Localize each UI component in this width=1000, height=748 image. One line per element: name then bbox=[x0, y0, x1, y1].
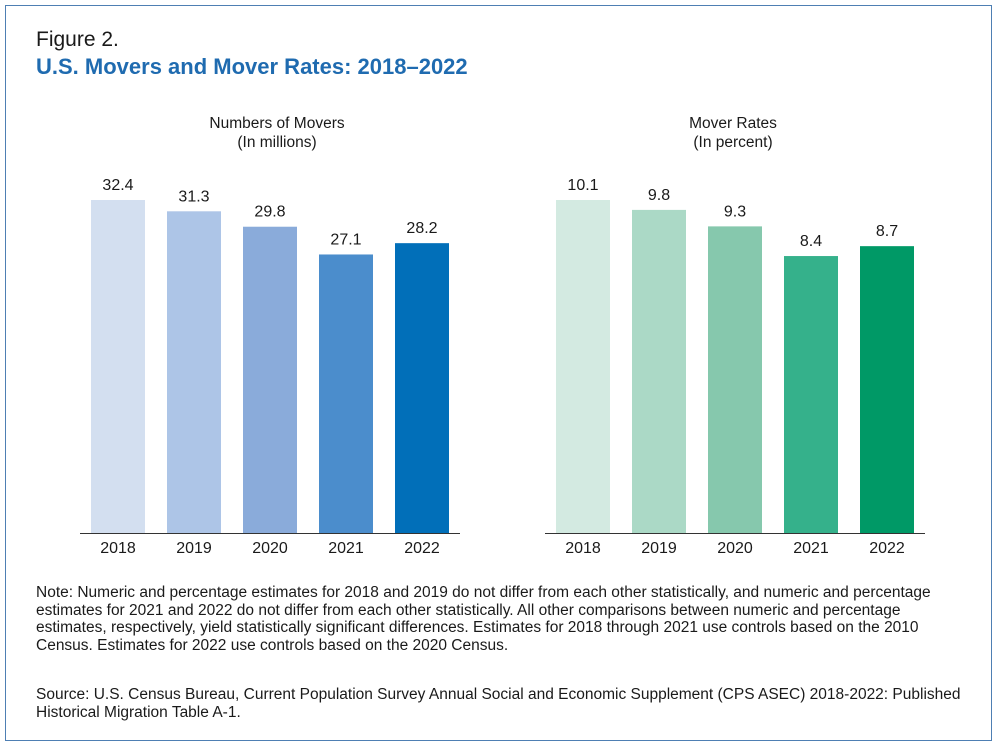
rates-bar-chart: 10.1 2018 9.8 2019 9.3 2020 8.4 2021 8.7 2022 bbox=[545, 177, 925, 557]
figure-source: Source: U.S. Census Bureau, Current Popu… bbox=[36, 686, 961, 721]
rates-chart-subtitle: (In percent) bbox=[693, 134, 772, 151]
rates-x-tick-2021: 2021 bbox=[793, 540, 829, 557]
movers-chart-title: Numbers of Movers bbox=[209, 115, 344, 132]
movers-x-tick-2020: 2020 bbox=[252, 540, 288, 557]
movers-value-label-2020: 29.8 bbox=[254, 204, 285, 221]
rates-bar-2022 bbox=[860, 246, 914, 533]
movers-x-tick-2018: 2018 bbox=[100, 540, 136, 557]
rates-value-label-2019: 9.8 bbox=[648, 187, 670, 204]
rates-bar-2019 bbox=[632, 209, 686, 533]
rates-bar-2020 bbox=[708, 226, 762, 534]
figure-note: Note: Numeric and percentage estimates f… bbox=[36, 584, 931, 654]
movers-x-tick-2022: 2022 bbox=[404, 540, 440, 557]
figure-frame bbox=[5, 5, 992, 741]
movers-x-tick-2019: 2019 bbox=[176, 540, 212, 557]
rates-x-tick-2019: 2019 bbox=[641, 540, 677, 557]
movers-chart-subtitle: (In millions) bbox=[237, 134, 316, 151]
movers-bar-2018 bbox=[91, 200, 145, 533]
figure-label: Figure 2. bbox=[36, 28, 119, 51]
rates-value-label-2020: 9.3 bbox=[724, 203, 746, 220]
figure-title: U.S. Movers and Mover Rates: 2018–2022 bbox=[36, 54, 468, 79]
movers-value-label-2019: 31.3 bbox=[178, 188, 209, 205]
rates-chart-title: Mover Rates bbox=[689, 115, 777, 132]
movers-bar-2021 bbox=[319, 254, 373, 533]
movers-bar-2019 bbox=[167, 211, 221, 534]
movers-bar-chart: 32.4 2018 31.3 2019 29.8 2020 27.1 2021 28.2 2022 bbox=[80, 177, 460, 557]
rates-x-tick-2022: 2022 bbox=[869, 540, 905, 557]
movers-x-tick-2021: 2021 bbox=[328, 540, 364, 557]
movers-value-label-2021: 27.1 bbox=[330, 231, 361, 248]
rates-x-tick-2018: 2018 bbox=[565, 540, 601, 557]
movers-value-label-2018: 32.4 bbox=[102, 177, 133, 194]
rates-x-tick-2020: 2020 bbox=[717, 540, 753, 557]
rates-value-label-2021: 8.4 bbox=[800, 233, 822, 250]
movers-value-label-2022: 28.2 bbox=[406, 220, 437, 237]
rates-value-label-2022: 8.7 bbox=[876, 223, 898, 240]
rates-bar-2021 bbox=[784, 256, 838, 533]
rates-value-label-2018: 10.1 bbox=[567, 177, 598, 194]
rates-bar-2018 bbox=[556, 200, 610, 533]
movers-bar-2020 bbox=[243, 226, 297, 533]
movers-bar-2022 bbox=[395, 243, 449, 533]
